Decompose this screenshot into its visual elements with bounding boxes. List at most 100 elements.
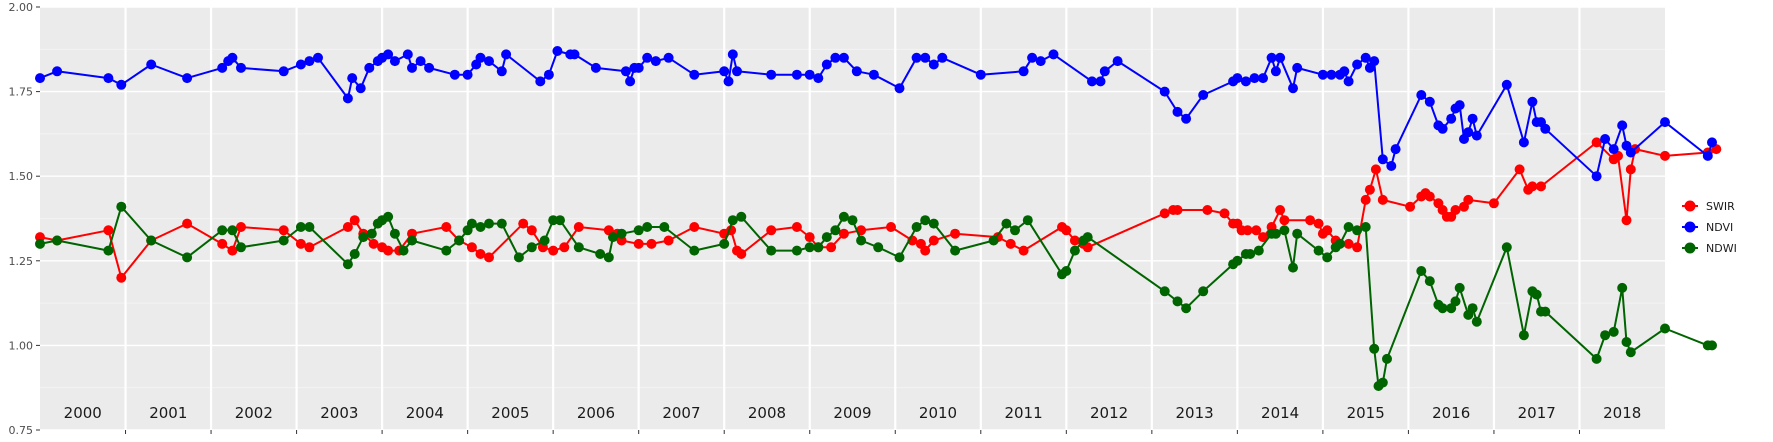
- ndvi-point: [1608, 144, 1619, 155]
- ndvi-point: [462, 69, 473, 80]
- swir-point: [573, 222, 584, 232]
- ndwi-point: [616, 228, 627, 239]
- ndwi-point: [1608, 326, 1619, 337]
- ndwi-point: [1424, 276, 1435, 287]
- ndwi-point: [103, 245, 114, 256]
- ndwi-point: [608, 232, 618, 243]
- ndvi-point: [1018, 66, 1029, 77]
- ndwi-point: [1600, 330, 1611, 341]
- ndvi-point: [911, 52, 922, 63]
- ndwi-point: [1082, 232, 1093, 243]
- ndwi-point: [475, 222, 486, 232]
- series-group: [35, 46, 1722, 391]
- ndwi-point: [304, 222, 315, 232]
- swir-point: [1621, 215, 1632, 226]
- swir-point: [1660, 150, 1670, 161]
- ndwi-point: [1001, 218, 1012, 229]
- legend: SWIR NDVI NDWI: [1682, 200, 1737, 255]
- swir-point: [383, 245, 394, 256]
- ndwi-point: [295, 222, 306, 232]
- ndvi-point: [1369, 56, 1380, 67]
- ndwi-point: [689, 245, 700, 256]
- ndvi-point: [1360, 52, 1371, 63]
- y-tick-label: 2.00: [9, 1, 34, 14]
- swir-point: [1527, 181, 1538, 192]
- ndvi-point: [1501, 79, 1512, 90]
- ndvi-point: [1112, 56, 1123, 67]
- ndvi-point: [1095, 76, 1106, 87]
- swir-point: [1322, 225, 1333, 236]
- ndvi-point: [727, 49, 738, 60]
- ndvi-point: [920, 52, 931, 63]
- swir-point: [103, 225, 114, 236]
- ndwi-point: [441, 245, 452, 256]
- ndwi-point: [349, 249, 360, 259]
- ndwi-point: [659, 222, 670, 232]
- ndwi-point: [1454, 282, 1465, 293]
- ndvi-point: [1625, 147, 1636, 158]
- ndwi-point: [526, 242, 537, 253]
- year-labels: 2000 2001 2002 2003 2004 2005 2006 2007 2008 2009…: [64, 404, 1642, 422]
- ndvi-point: [1249, 73, 1260, 84]
- swir-point: [1258, 232, 1268, 243]
- ndvi-point: [116, 79, 127, 90]
- legend-item-ndvi: NDVI: [1682, 221, 1733, 234]
- ndvi-point: [928, 59, 939, 70]
- swir-point: [826, 242, 837, 253]
- year-label: 2008: [748, 404, 786, 422]
- ndvi-point: [1339, 66, 1350, 77]
- swir-point: [236, 222, 246, 232]
- ndvi-point: [1035, 56, 1046, 67]
- ndwi-point: [1369, 343, 1380, 354]
- ndvi-point: [633, 62, 644, 73]
- ndvi-point: [1390, 144, 1401, 155]
- ndwi-point: [603, 252, 614, 263]
- ndwi-point: [1352, 225, 1363, 236]
- year-label: 2007: [662, 404, 700, 422]
- ndwi-point: [911, 222, 922, 232]
- ndwi-point: [821, 232, 832, 243]
- year-label: 2018: [1603, 404, 1641, 422]
- swir-point: [466, 242, 477, 253]
- ndvi-point: [1660, 117, 1670, 128]
- legend-label: NDVI: [1706, 221, 1733, 234]
- legend-marker: [1684, 200, 1696, 212]
- ndwi-point: [236, 242, 246, 253]
- ndvi-point: [1386, 161, 1397, 171]
- swir-point: [1005, 238, 1016, 249]
- ndvi-point: [552, 46, 563, 56]
- legend-label: SWIR: [1706, 200, 1735, 213]
- ndvi-point: [590, 62, 601, 73]
- year-label: 2001: [149, 404, 187, 422]
- year-label: 2015: [1347, 404, 1385, 422]
- year-label: 2003: [320, 404, 358, 422]
- ndwi-point: [1707, 340, 1717, 351]
- ndvi-point: [1471, 130, 1482, 141]
- swir-point: [441, 222, 452, 232]
- ndwi-point: [1270, 228, 1281, 239]
- ndwi-point: [366, 228, 377, 239]
- ndvi-point: [1591, 171, 1602, 182]
- ndvi-point: [449, 69, 460, 80]
- ndvi-point: [402, 49, 413, 60]
- swir-point: [342, 222, 353, 232]
- swir-point: [1305, 215, 1316, 226]
- y-tick-label: 1.25: [9, 255, 34, 268]
- ndwi-point: [1621, 337, 1632, 347]
- ndwi-point: [1061, 266, 1072, 276]
- swir-point: [304, 242, 315, 253]
- ndwi-point: [52, 235, 63, 246]
- ndvi-point: [894, 83, 905, 94]
- ndwi-point: [642, 222, 653, 232]
- ndvi-point: [838, 52, 849, 63]
- legend-item-swir: SWIR: [1682, 200, 1735, 213]
- ndvi-point: [535, 76, 546, 87]
- ndwi-point: [791, 245, 802, 256]
- ndvi-point: [475, 52, 486, 63]
- swir-point: [1069, 235, 1080, 246]
- ndwi-point: [1198, 286, 1209, 297]
- ndwi-point: [847, 215, 858, 226]
- ndvi-point: [569, 49, 580, 60]
- ndwi-point: [539, 235, 550, 246]
- ndvi-point: [313, 52, 323, 63]
